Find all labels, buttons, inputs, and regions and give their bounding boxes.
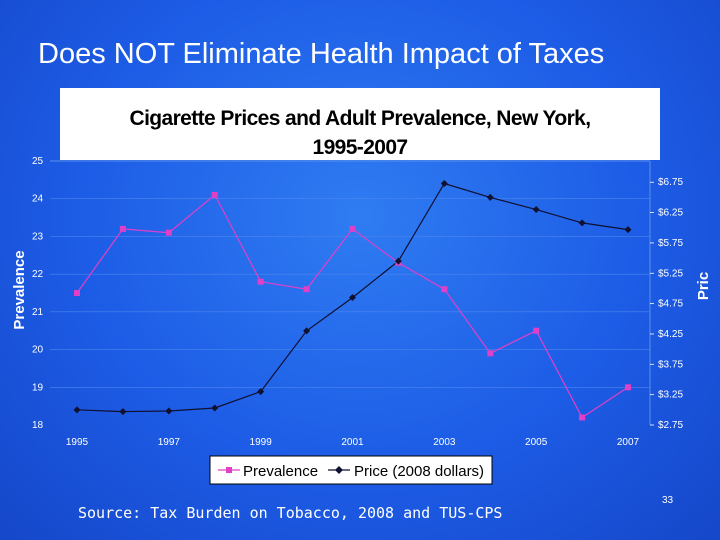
legend-price-label: Price (2008 dollars) [354,463,484,480]
y-left-tick-label: 25 [32,156,44,167]
prevalence-point [74,290,80,296]
y-axis-right-ticks: $2.75 $3.25 $3.75 $4.25 $4.75 $5.25 $5.75 $6.25… [650,177,683,431]
y-left-tick-label: 22 [32,269,44,280]
price-point [211,404,219,412]
price-point [349,294,356,302]
y-right-tick-label: $3.25 [658,390,683,401]
y-left-tick-label: 19 [32,382,44,393]
price-point [165,407,173,415]
prevalence-point [441,286,448,293]
prevalence-point [165,229,172,236]
y-right-tick-label: $4.25 [658,329,683,340]
prevalence-point [579,414,586,421]
price-point [303,327,311,335]
prevalence-point [211,191,218,198]
x-tick-label: 1999 [250,437,273,448]
y-right-tick-label: $3.75 [658,359,683,370]
series-points [73,179,632,421]
price-point [394,257,402,265]
prevalence-point [349,225,356,232]
price-point [73,406,81,414]
chart: Cigarette Prices and Adult Prevalence, N… [11,88,712,485]
price-point [440,179,448,187]
y-left-tick-label: 23 [32,231,44,242]
y-axis-right-label: Pric [695,272,712,300]
prevalence-point [119,225,126,232]
x-tick-label: 2001 [341,437,364,448]
legend-prevalence-label: Prevalence [243,463,318,480]
price-point [578,219,586,227]
legend-prevalence-marker [226,467,232,473]
y-left-tick-label: 21 [32,307,44,318]
source-citation: Source: Tax Burden on Tobacco, 2008 and … [78,504,503,522]
prevalence-point [533,327,540,334]
page-number: 33 [662,495,674,506]
x-tick-label: 1997 [158,437,181,448]
legend-box [209,455,493,485]
x-tick-label: 2003 [433,437,456,448]
slide-title: Does NOT Eliminate Health Impact of Taxe… [38,38,605,70]
chart-title-line2: 1995-2007 [312,136,407,159]
price-point [532,206,540,214]
y-left-tick-label: 18 [32,420,44,431]
prevalence-point [257,278,264,285]
y-right-tick-label: $5.25 [658,268,683,279]
legend-price-marker [335,466,343,474]
prevalence-point [487,350,494,357]
y-right-tick-label: $2.75 [658,420,683,431]
gridlines [50,198,650,388]
price-point [119,408,127,416]
chart-title-line1: Cigarette Prices and Adult Prevalence, N… [130,107,591,130]
price-point [257,388,265,396]
y-axis-left-label: Prevalence [11,250,28,329]
y-axis-left-ticks: 18 19 20 21 22 23 24 25 [32,156,44,431]
y-right-tick-label: $6.25 [658,208,683,219]
y-right-tick-label: $5.75 [658,238,683,249]
x-tick-label: 1995 [66,437,89,448]
chart-title-background [60,88,660,160]
x-tick-label: 2007 [617,437,640,448]
y-left-tick-label: 20 [32,345,44,356]
y-left-tick-label: 24 [32,194,44,205]
x-tick-label: 2005 [525,437,548,448]
x-axis-ticks: 1995 1997 1999 2001 2003 2005 2007 [66,437,640,448]
prevalence-point [625,384,631,391]
price-point [624,226,632,234]
y-right-tick-label: $4.75 [658,299,683,310]
y-right-tick-label: $6.75 [658,177,683,188]
prevalence-point [303,286,310,293]
price-point [486,193,494,201]
